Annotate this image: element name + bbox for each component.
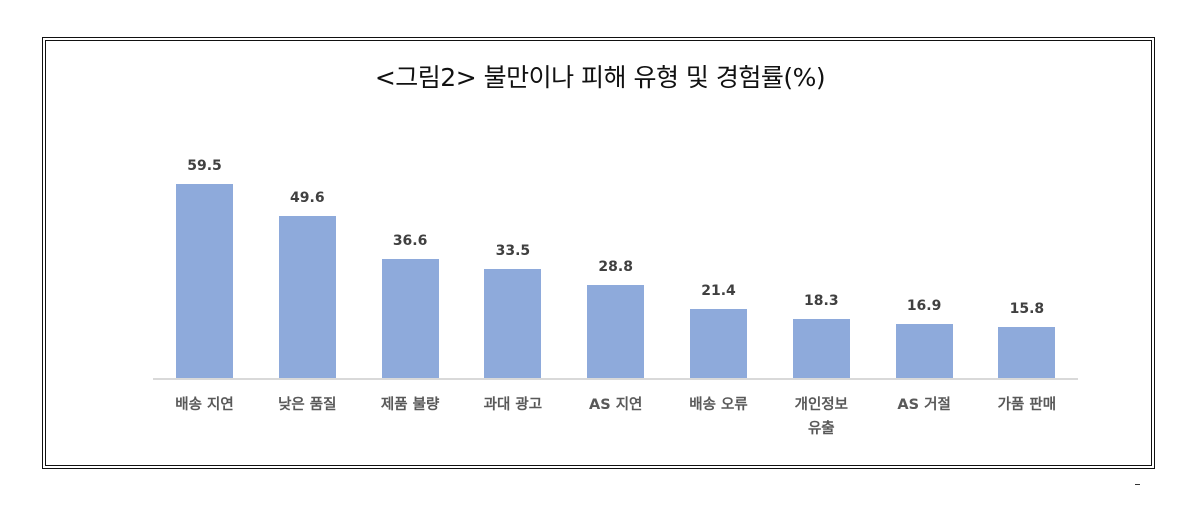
x-axis-line: [153, 378, 1078, 380]
bar: [895, 323, 953, 379]
bar: [690, 308, 747, 379]
bar: [278, 216, 336, 379]
data-label: 28.8: [598, 258, 633, 275]
page-mark: [1135, 484, 1140, 485]
x-tick-label: AS 지연: [588, 397, 643, 413]
bar: [176, 183, 233, 379]
figure-border-outer: [42, 37, 1155, 469]
data-label: 18.3: [804, 292, 839, 309]
bar: [998, 327, 1056, 379]
x-tick-label: 가품 판매: [997, 397, 1057, 413]
x-tick-label: 과대 광고: [483, 397, 543, 413]
x-tick-label: 제품 불량: [380, 397, 440, 413]
figure-border-inner: [45, 40, 1152, 466]
data-label: 33.5: [495, 243, 531, 260]
data-label: 15.8: [1009, 301, 1045, 318]
data-label: 36.6: [392, 232, 428, 249]
x-tick-label: 배송 지연: [175, 397, 234, 413]
data-label: 49.6: [290, 190, 325, 207]
bar: [381, 258, 439, 379]
data-label: 21.4: [701, 282, 736, 299]
bar: [587, 284, 645, 379]
x-tick-label: AS 거절: [897, 397, 951, 413]
bar: [484, 269, 542, 379]
chart-title: <그림2> 불만이나 피해 유형 및 경험률(%): [374, 63, 826, 92]
bar: [792, 318, 850, 379]
x-tick-label: 개인정보 유출: [794, 397, 848, 437]
data-label: 16.9: [906, 297, 942, 314]
x-tick-label: 낮은 품질: [278, 397, 337, 413]
x-tick-label: 배송 오류: [689, 397, 748, 413]
data-label: 59.5: [187, 157, 222, 174]
